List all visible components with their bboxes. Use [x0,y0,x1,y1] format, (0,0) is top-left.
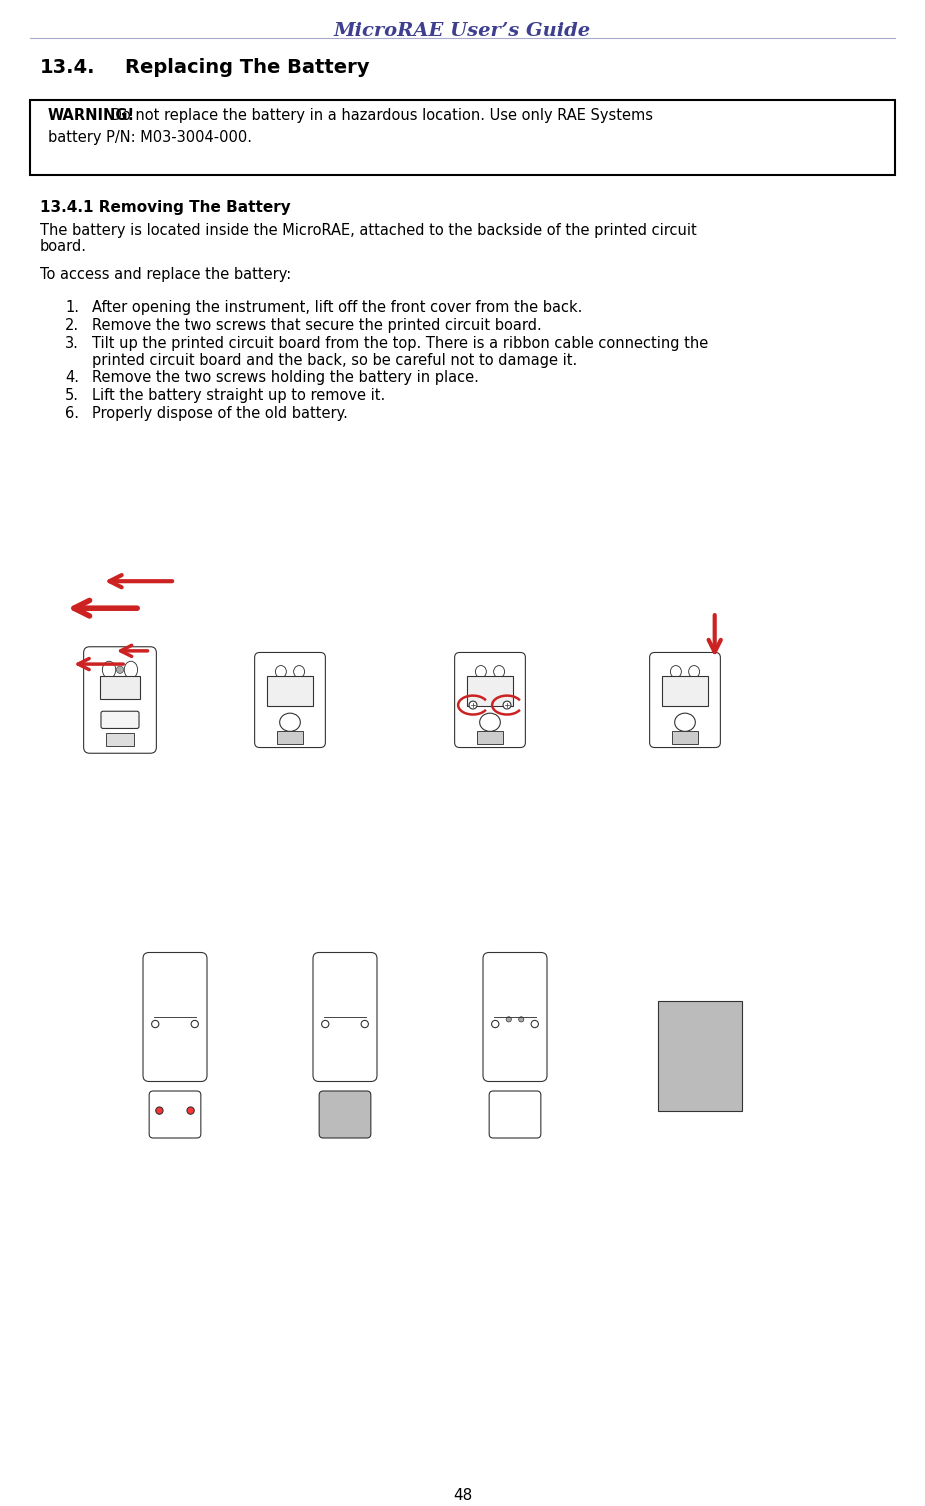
Text: battery P/N: M03-3004-000.: battery P/N: M03-3004-000. [48,130,252,145]
Ellipse shape [688,666,699,678]
Circle shape [117,666,124,673]
Text: 4.: 4. [65,370,79,386]
FancyBboxPatch shape [662,676,708,706]
Text: 6.: 6. [65,407,79,422]
Text: 2.: 2. [65,318,80,333]
Circle shape [322,1021,329,1027]
Text: 48: 48 [453,1488,472,1503]
FancyBboxPatch shape [100,676,141,699]
Ellipse shape [276,666,287,678]
Text: Remove the two screws that secure the printed circuit board.: Remove the two screws that secure the pr… [92,318,542,333]
Ellipse shape [293,666,304,678]
FancyBboxPatch shape [83,646,156,753]
Text: Do not replace the battery in a hazardous location. Use only RAE Systems: Do not replace the battery in a hazardou… [106,108,653,123]
Text: MicroRAE User’s Guide: MicroRAE User’s Guide [334,23,591,41]
Circle shape [503,702,511,709]
FancyBboxPatch shape [149,1090,201,1139]
Circle shape [506,1017,512,1023]
Circle shape [187,1107,194,1114]
Text: Tilt up the printed circuit board from the top. There is a ribbon cable connecti: Tilt up the printed circuit board from t… [92,336,709,369]
Text: 5.: 5. [65,389,79,404]
FancyBboxPatch shape [319,1090,371,1139]
FancyBboxPatch shape [672,732,698,744]
FancyBboxPatch shape [143,952,207,1081]
Text: After opening the instrument, lift off the front cover from the back.: After opening the instrument, lift off t… [92,300,583,315]
Text: Properly dispose of the old battery.: Properly dispose of the old battery. [92,407,348,422]
Circle shape [531,1021,538,1027]
Text: Replacing The Battery: Replacing The Battery [125,59,369,77]
Ellipse shape [494,666,504,678]
FancyBboxPatch shape [105,733,134,747]
Circle shape [155,1107,163,1114]
Ellipse shape [671,666,682,678]
Text: 13.4.: 13.4. [40,59,95,77]
FancyBboxPatch shape [467,676,512,706]
FancyBboxPatch shape [254,652,326,747]
Text: Remove the two screws holding the battery in place.: Remove the two screws holding the batter… [92,370,479,386]
Ellipse shape [475,666,487,678]
FancyBboxPatch shape [489,1090,541,1139]
FancyBboxPatch shape [483,952,547,1081]
Ellipse shape [674,714,696,732]
Ellipse shape [480,714,500,732]
FancyBboxPatch shape [649,652,721,747]
Text: To access and replace the battery:: To access and replace the battery: [40,267,291,282]
FancyBboxPatch shape [277,732,303,744]
FancyBboxPatch shape [101,711,139,729]
FancyBboxPatch shape [658,1001,742,1111]
FancyBboxPatch shape [477,732,503,744]
Text: board.: board. [40,239,87,255]
Bar [30,99,895,175]
Circle shape [519,1017,524,1023]
Circle shape [152,1021,159,1027]
Text: The battery is located inside the MicroRAE, attached to the backside of the prin: The battery is located inside the MicroR… [40,223,697,238]
Text: 13.4.1 Removing The Battery: 13.4.1 Removing The Battery [40,200,290,215]
FancyBboxPatch shape [267,676,313,706]
Circle shape [361,1021,368,1027]
FancyBboxPatch shape [454,652,525,747]
Circle shape [191,1021,198,1027]
Text: 1.: 1. [65,300,79,315]
Ellipse shape [124,661,138,678]
FancyBboxPatch shape [313,952,377,1081]
Text: 3.: 3. [65,336,79,351]
Ellipse shape [279,714,301,732]
Circle shape [469,702,477,709]
Text: WARNING!: WARNING! [48,108,135,123]
Ellipse shape [103,661,116,678]
Circle shape [491,1021,499,1027]
Text: Lift the battery straight up to remove it.: Lift the battery straight up to remove i… [92,389,385,404]
